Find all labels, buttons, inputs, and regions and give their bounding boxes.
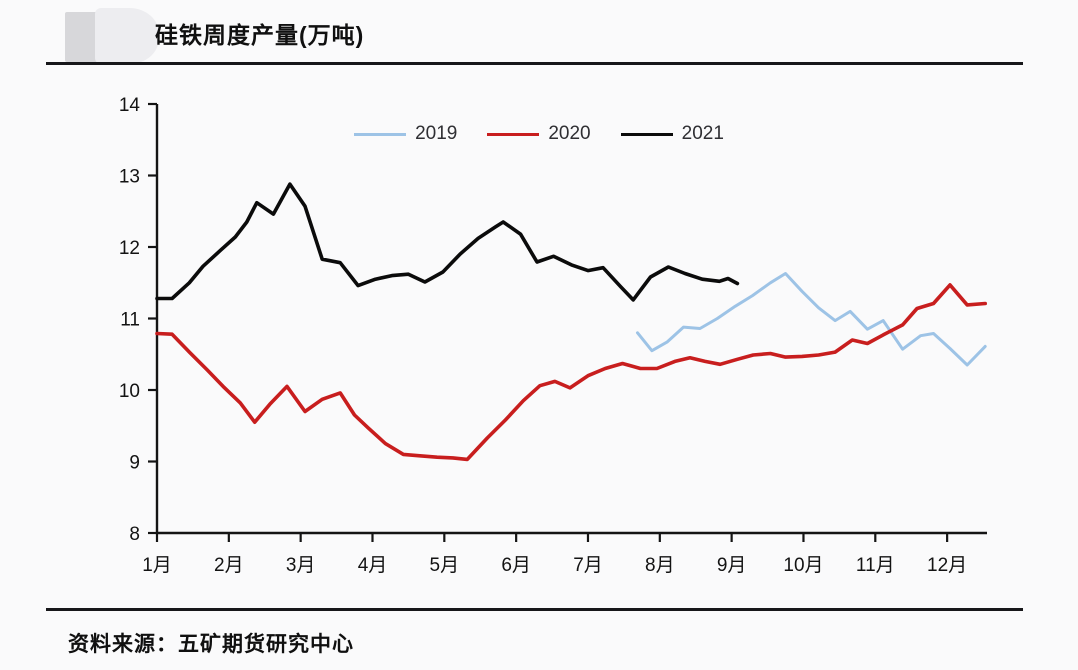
- legend-swatch-2019: [354, 132, 407, 136]
- report-logo-placeholder: [65, 8, 159, 64]
- x-axis-tick-label: 9月: [717, 555, 747, 576]
- footer-divider: [46, 608, 1023, 611]
- y-axis-tick-label: 12: [119, 238, 140, 259]
- legend-label-2020: 2020: [548, 123, 591, 144]
- legend-label-2019: 2019: [415, 123, 458, 144]
- y-axis-tick-label: 11: [120, 310, 140, 331]
- y-axis-tick-label: 14: [119, 95, 141, 116]
- x-axis-tick-label: 11月: [856, 555, 895, 576]
- legend-item-2020: 2020: [487, 123, 591, 145]
- x-axis-tick-label: 3月: [286, 555, 316, 576]
- x-axis-tick-label: 6月: [501, 555, 531, 576]
- y-axis-tick-label: 10: [119, 381, 140, 402]
- legend-swatch-2021: [620, 132, 673, 136]
- series-line-2019: [636, 272, 987, 367]
- logo-shape-right: [95, 8, 159, 64]
- x-axis-tick-label: 2月: [214, 555, 244, 576]
- chart-title: 硅铁周度产量(万吨): [155, 22, 365, 48]
- legend-item-2021: 2021: [620, 123, 724, 145]
- x-axis-tick-label: 1月: [142, 555, 172, 576]
- legend-item-2019: 2019: [354, 123, 457, 145]
- chart-axes: [155, 104, 987, 535]
- x-axis-tick-label: 7月: [573, 555, 603, 576]
- x-axis-tick-label: 12月: [927, 555, 967, 576]
- series-line-2021: [155, 182, 740, 302]
- y-axis-tick-label: 8: [129, 524, 140, 545]
- y-axis-tick-label: 13: [119, 167, 140, 188]
- x-axis-tick-label: 10月: [783, 555, 823, 576]
- header-divider: [46, 62, 1023, 65]
- y-axis-tick-label: 9: [129, 453, 140, 474]
- chart-legend: 2019 2020 2021: [0, 123, 1078, 145]
- legend-label-2021: 2021: [681, 123, 724, 144]
- x-axis-tick-label: 5月: [430, 555, 460, 576]
- x-axis-tick-label: 4月: [358, 555, 388, 576]
- data-source-label: 资料来源：五矿期货研究中心: [68, 633, 354, 656]
- series-line-2020: [155, 283, 988, 462]
- x-axis-tick-label: 8月: [645, 555, 675, 576]
- legend-swatch-2020: [487, 132, 540, 136]
